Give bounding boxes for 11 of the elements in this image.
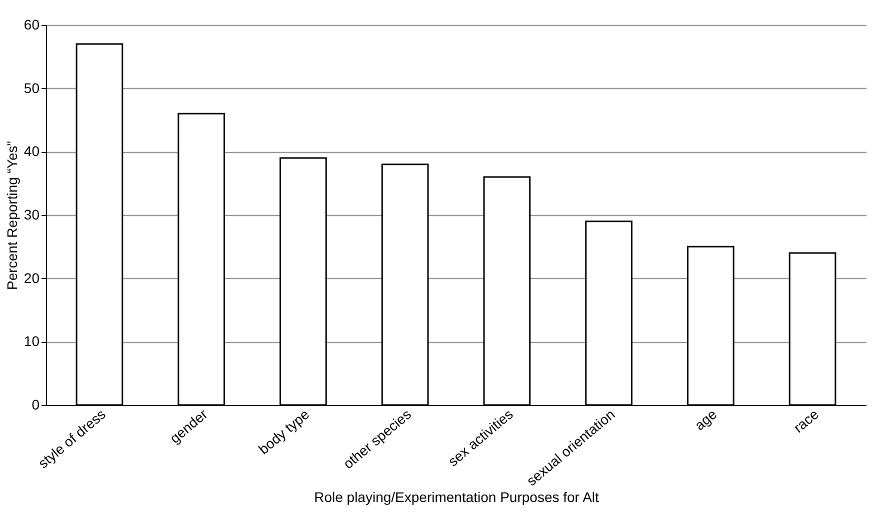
x-tick-label: race bbox=[790, 406, 822, 436]
y-tick-label: 40 bbox=[24, 143, 40, 160]
y-tick-label: 0 bbox=[32, 396, 40, 412]
y-tick-label: 20 bbox=[24, 270, 40, 286]
y-axis-title: Percent Reporting “Yes” bbox=[4, 140, 20, 290]
x-axis-title: Role playing/Experimentation Purposes for Alt bbox=[314, 488, 600, 505]
y-tick-label: 30 bbox=[24, 206, 40, 222]
y-tick-label: 10 bbox=[24, 333, 40, 350]
x-tick-label: age bbox=[691, 406, 720, 434]
y-tick-label: 50 bbox=[24, 80, 40, 96]
y-tick-label: 60 bbox=[24, 16, 40, 32]
